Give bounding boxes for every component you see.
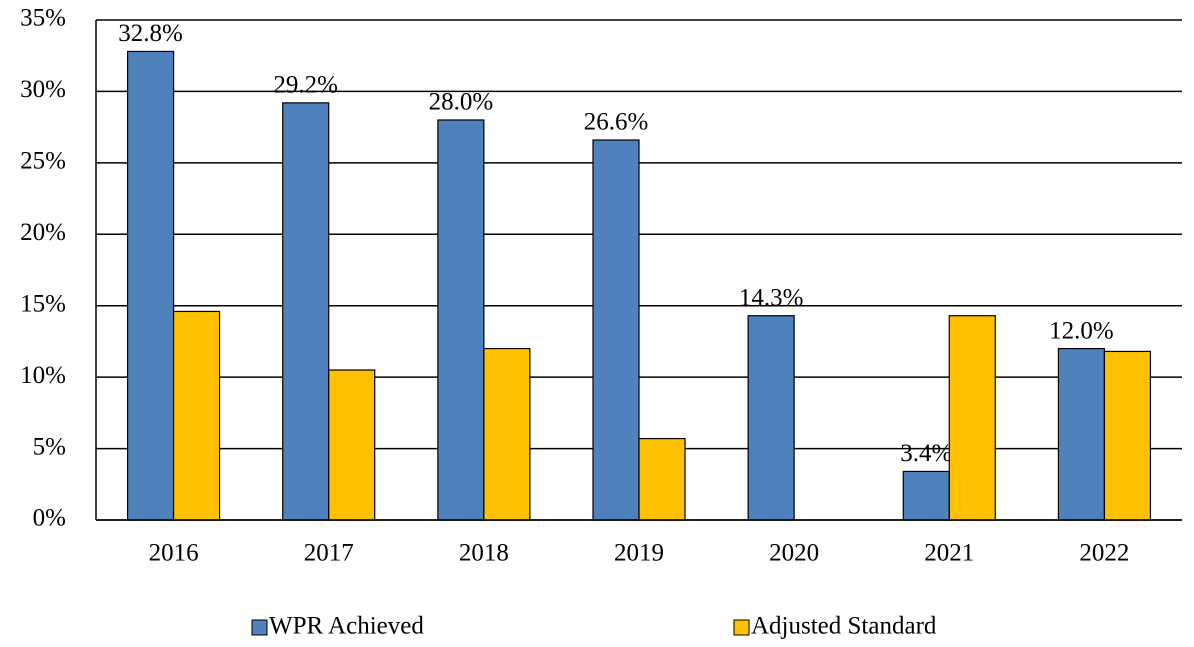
bar (592, 139, 640, 521)
bar (1057, 347, 1106, 521)
bar (328, 369, 376, 521)
y-tick-label: 30% (20, 76, 66, 103)
bar (948, 315, 996, 521)
y-tick-label: 15% (20, 290, 66, 317)
legend-label: WPR Achieved (269, 613, 424, 640)
bar (902, 470, 950, 521)
data-label: 29.2% (273, 72, 338, 99)
y-tick-label: 0% (33, 505, 66, 532)
x-tick-label: 2020 (769, 540, 819, 567)
bar (747, 315, 795, 521)
legend-label: Adjusted Standard (751, 613, 937, 640)
legend-swatch (251, 619, 268, 636)
data-label: 3.4% (900, 440, 952, 467)
x-tick-label: 2016 (149, 540, 199, 567)
legend-swatch (733, 619, 750, 636)
bar (126, 50, 175, 521)
x-tick-label: 2019 (614, 540, 664, 567)
y-tick-label: 35% (20, 5, 66, 32)
bar (282, 102, 330, 521)
y-tick-label: 25% (20, 148, 66, 175)
bar (172, 310, 221, 521)
y-tick-label: 5% (33, 433, 66, 460)
data-label: 32.8% (118, 20, 183, 47)
y-tick-label: 10% (20, 362, 66, 389)
x-tick-label: 2017 (304, 540, 354, 567)
data-label: 12.0% (1049, 317, 1114, 344)
bar (437, 119, 485, 521)
data-label: 26.6% (584, 109, 649, 136)
bar (638, 437, 686, 521)
bar (1103, 350, 1152, 521)
data-label: 14.3% (739, 284, 804, 311)
data-label: 28.0% (429, 89, 494, 116)
y-tick-label: 20% (20, 219, 66, 246)
x-tick-label: 2018 (459, 540, 509, 567)
x-tick-label: 2021 (924, 540, 974, 567)
x-tick-label: 2022 (1079, 540, 1129, 567)
bar (483, 347, 531, 521)
